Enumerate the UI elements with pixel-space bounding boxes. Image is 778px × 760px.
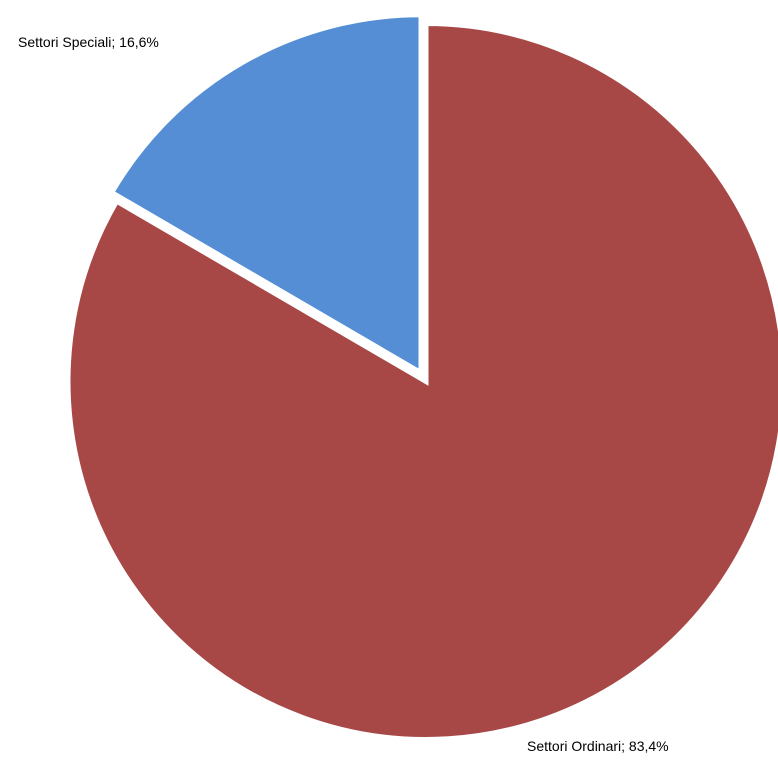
pie-slice-settori-speciali: [108, 12, 424, 378]
pie-slices: [65, 12, 778, 742]
slice-label-settori-ordinari: Settori Ordinari; 83,4%: [527, 738, 669, 754]
slice-label-settori-speciali: Settori Speciali; 16,6%: [18, 34, 159, 50]
pie-slice-settori-ordinari: [65, 20, 778, 742]
